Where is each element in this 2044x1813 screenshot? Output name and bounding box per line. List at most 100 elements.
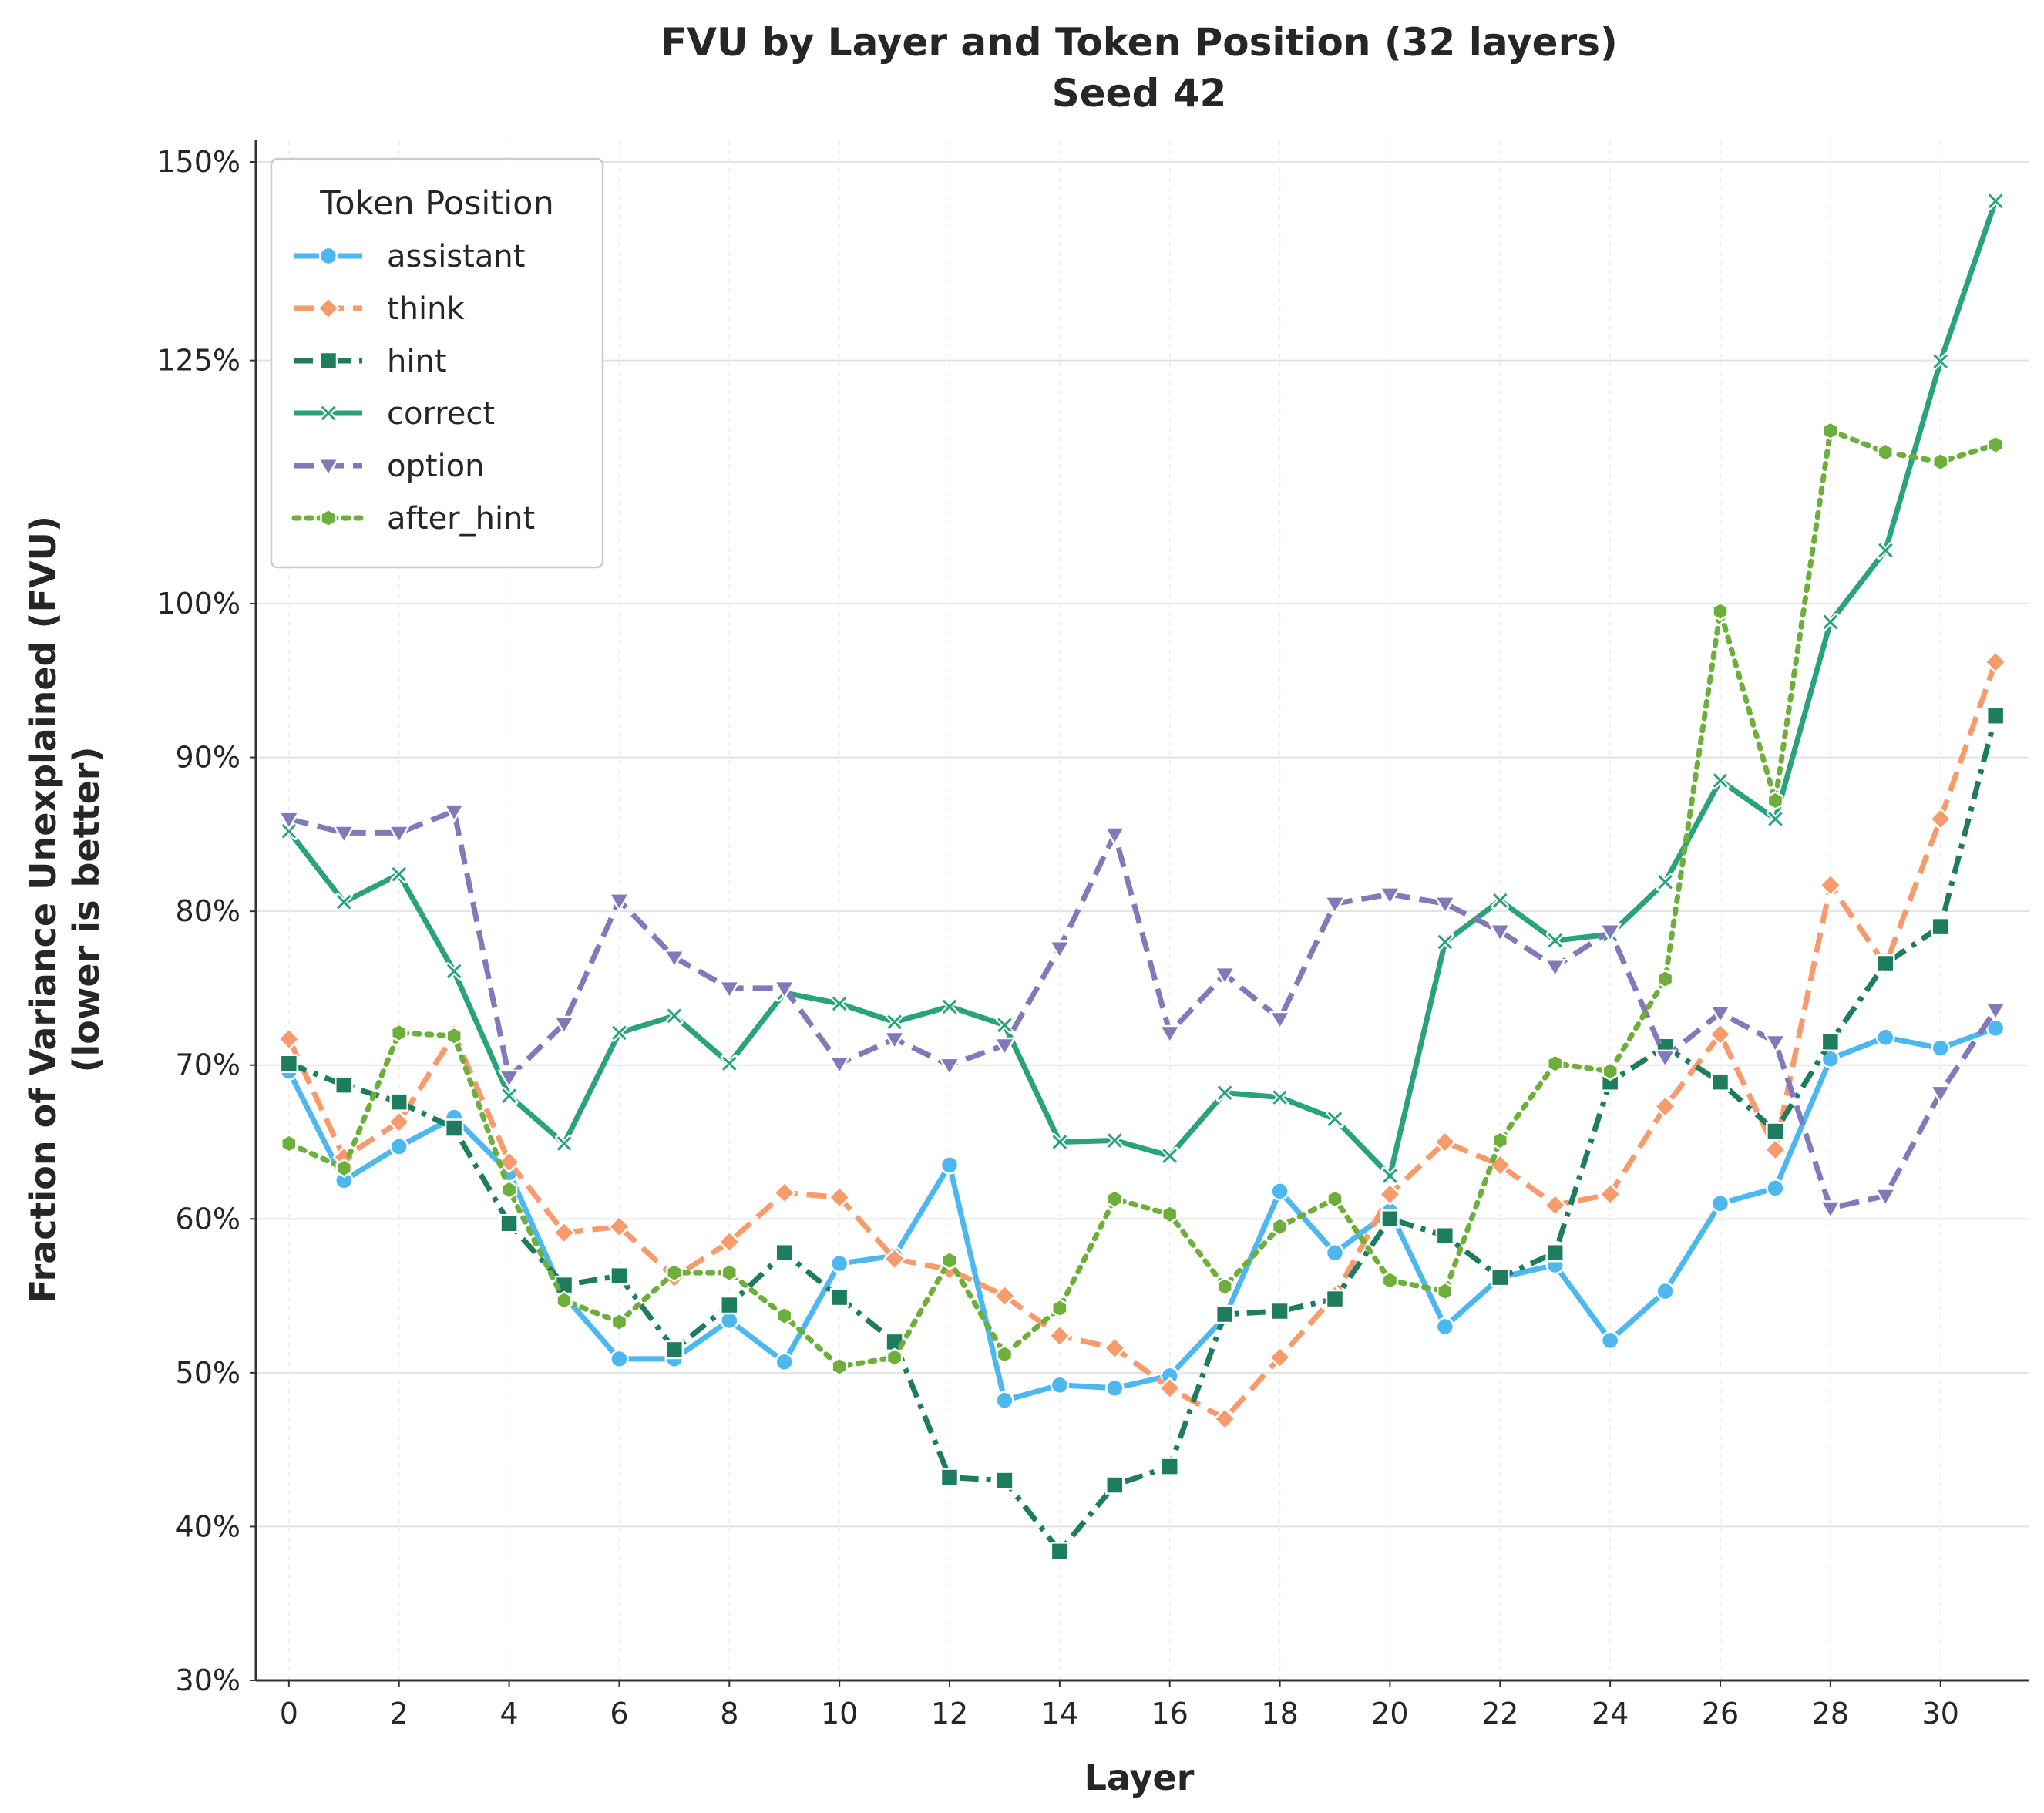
data-point — [1821, 613, 1840, 631]
data-point — [1653, 1095, 1677, 1118]
series-lines — [277, 192, 2008, 1561]
data-point — [1710, 1194, 1730, 1213]
data-point — [1103, 826, 1127, 846]
series-hint — [279, 706, 2005, 1561]
legend-label: option — [387, 449, 484, 484]
data-point — [1050, 1542, 1070, 1561]
data-point — [1656, 969, 1674, 989]
data-point — [1051, 1132, 1069, 1152]
x-tick-label: 28 — [1812, 1697, 1849, 1731]
data-point — [442, 803, 466, 823]
data-point — [1931, 452, 1949, 472]
data-point — [1158, 1376, 1182, 1400]
data-point — [1161, 1204, 1178, 1224]
data-point — [1047, 1324, 1071, 1347]
data-point — [1876, 1028, 1895, 1048]
data-point — [1103, 1336, 1127, 1360]
data-point — [1488, 923, 1512, 944]
data-point — [1158, 1024, 1182, 1044]
data-point — [556, 1290, 573, 1310]
data-point — [1105, 1475, 1125, 1495]
data-point — [1984, 650, 2008, 674]
data-point — [1546, 1054, 1564, 1074]
data-point — [940, 997, 959, 1016]
data-point — [720, 1295, 739, 1315]
data-point — [1491, 891, 1510, 910]
data-point — [389, 865, 408, 883]
data-point — [1877, 442, 1894, 462]
chart-title: FVU by Layer and Token Position (32 laye… — [661, 20, 1618, 65]
data-point — [940, 1468, 960, 1487]
y-tick-label: 30% — [176, 1663, 240, 1697]
data-point — [1545, 931, 1565, 950]
series-correct — [280, 192, 2005, 1186]
data-point — [886, 1347, 903, 1367]
data-point — [1931, 1038, 1950, 1058]
data-point — [1215, 1083, 1234, 1102]
data-point — [775, 1352, 794, 1372]
data-point — [1931, 917, 1950, 937]
data-point — [1985, 706, 2005, 725]
data-point — [1048, 940, 1071, 960]
data-point — [1766, 1179, 1785, 1198]
data-point — [1874, 1188, 1898, 1208]
legend-item: correct — [294, 396, 495, 432]
legend-item: hint — [294, 344, 447, 379]
data-point — [721, 1263, 738, 1283]
data-point — [607, 1215, 631, 1239]
x-tick-label: 4 — [499, 1697, 518, 1731]
data-point — [445, 1026, 462, 1046]
data-point — [335, 893, 354, 911]
series-line-after-hint — [286, 428, 1999, 1370]
x-tick-label: 8 — [720, 1697, 738, 1731]
x-tick-label: 6 — [610, 1697, 628, 1731]
y-tick-label: 80% — [176, 894, 240, 928]
data-point — [1270, 1301, 1289, 1321]
data-point — [993, 1284, 1017, 1308]
data-point — [1712, 601, 1729, 621]
data-point — [332, 825, 356, 845]
data-point — [1984, 1001, 2007, 1021]
x-tick-label: 2 — [390, 1697, 408, 1731]
y-tick-label: 70% — [176, 1048, 240, 1082]
data-point — [1599, 923, 1622, 944]
legend-label: correct — [387, 396, 495, 432]
x-tick-label: 18 — [1261, 1697, 1298, 1731]
data-point — [1325, 1289, 1345, 1309]
legend-label: assistant — [387, 239, 525, 274]
data-point — [940, 1155, 960, 1175]
series-think — [277, 650, 2008, 1431]
data-point — [1325, 1243, 1345, 1263]
data-point — [772, 1181, 796, 1205]
data-point — [938, 1057, 961, 1077]
data-point — [663, 949, 686, 970]
data-point — [1928, 1085, 1952, 1105]
data-point — [555, 1134, 573, 1153]
y-axis-sublabel: (lower is better) — [66, 747, 107, 1073]
data-point — [718, 1230, 741, 1254]
data-point — [387, 1110, 411, 1134]
data-point — [281, 1134, 298, 1153]
axes — [250, 140, 2029, 1687]
data-point — [1599, 1182, 1622, 1206]
tick-labels: 30%40%50%60%70%80%90%100%125%150%0 2 4 6 8 10… — [156, 145, 1959, 1731]
data-point — [1380, 1209, 1400, 1229]
data-point — [1818, 873, 1842, 897]
legend-marker — [317, 457, 340, 478]
legend-item: option — [294, 449, 484, 484]
data-point — [1216, 1276, 1233, 1297]
y-tick-label: 40% — [176, 1509, 240, 1543]
data-point — [390, 1023, 408, 1043]
data-point — [1051, 1298, 1068, 1318]
data-point — [718, 980, 741, 1001]
legend-marker — [320, 508, 337, 528]
data-point — [1928, 807, 1952, 831]
data-point — [720, 1054, 739, 1073]
data-point — [1268, 1345, 1292, 1369]
data-point — [882, 1031, 906, 1051]
data-point — [993, 1037, 1017, 1057]
data-point — [553, 1221, 576, 1245]
data-point — [1105, 1378, 1125, 1398]
data-point — [1434, 896, 1457, 916]
data-point — [1656, 873, 1675, 891]
